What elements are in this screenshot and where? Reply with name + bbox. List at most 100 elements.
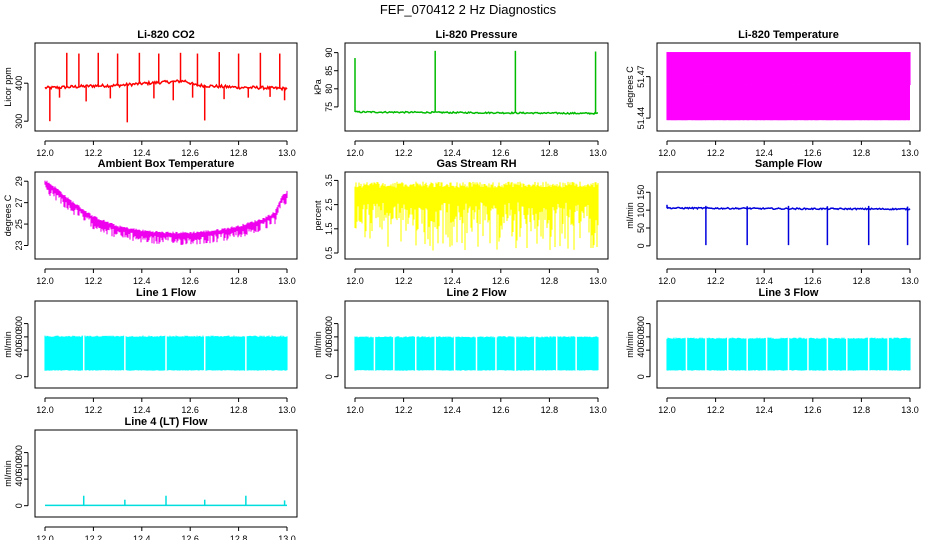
- series-line4_flow: [45, 495, 287, 507]
- x-tick-label: 12.0: [346, 148, 364, 158]
- y-tick-label: 85: [324, 66, 334, 76]
- x-tick-label: 13.0: [589, 276, 607, 286]
- y-tick-label: 400: [14, 472, 24, 487]
- chart-co2: Li-820 CO2 Licor ppm 12.0 12.2 12.4 12.6 12.8 1…: [3, 29, 298, 158]
- y-tick-label: 1.5: [324, 223, 334, 236]
- x-tick-label: 12.8: [230, 405, 248, 415]
- x-tick-label: 12.6: [492, 276, 510, 286]
- plot-frame: [344, 300, 609, 389]
- x-tick-label: 13.0: [901, 405, 919, 415]
- x-tick-label: 12.2: [85, 148, 103, 158]
- chart-title: Line 4 (LT) Flow: [125, 416, 208, 428]
- x-tick-label: 12.2: [395, 276, 413, 286]
- band-floor: [667, 84, 910, 121]
- plot-frame: [34, 300, 298, 389]
- y-tick-label: 80: [324, 84, 334, 94]
- x-tick-label: 13.0: [278, 405, 296, 415]
- plot-frame: [34, 429, 298, 518]
- plot-frame: [656, 171, 921, 260]
- y-tick-label: 800: [636, 316, 646, 331]
- series-box_temp: [44, 180, 288, 246]
- plot-frame: [34, 42, 298, 132]
- chart-title: Gas Stream RH: [436, 158, 516, 170]
- x-tick-label: 12.8: [541, 148, 559, 158]
- chart-line4_flow: Line 4 (LT) Flow ml/min 12.0 12.2 12.4 12.6 12…: [3, 416, 298, 540]
- x-tick-label: 12.2: [707, 405, 725, 415]
- y-tick-label: 25: [14, 219, 24, 229]
- x-tick-label: 12.0: [658, 276, 676, 286]
- y-tick-label: 90: [324, 48, 334, 58]
- x-tick-label: 12.2: [707, 148, 725, 158]
- chart-title: Li-820 Temperature: [738, 29, 839, 41]
- x-tick-label: 12.0: [658, 405, 676, 415]
- y-tick-label: 0: [14, 374, 24, 379]
- x-tick-label: 13.0: [278, 534, 296, 540]
- x-tick-label: 12.6: [492, 148, 510, 158]
- y-tick-label: 150: [636, 185, 646, 200]
- y-tick-label: 600: [636, 329, 646, 344]
- y-tick-label: 400: [14, 343, 24, 358]
- y-axis-label: ml/min: [625, 202, 635, 229]
- y-axis-label: percent: [313, 200, 323, 231]
- x-tick-label: 12.0: [658, 148, 676, 158]
- x-tick-label: 12.6: [804, 148, 822, 158]
- y-tick-label: 800: [14, 445, 24, 460]
- x-tick-label: 12.4: [133, 276, 151, 286]
- x-tick-label: 12.8: [230, 148, 248, 158]
- x-tick-label: 12.8: [853, 276, 871, 286]
- y-axis-label: Licor ppm: [3, 67, 13, 107]
- y-tick-label: 0.5: [324, 247, 334, 260]
- x-tick-label: 13.0: [901, 148, 919, 158]
- x-tick-label: 12.8: [541, 276, 559, 286]
- chart-title: Li-820 Pressure: [436, 29, 518, 41]
- x-tick-label: 13.0: [589, 405, 607, 415]
- plot-frame: [656, 300, 921, 389]
- x-tick-label: 13.0: [589, 148, 607, 158]
- x-tick-label: 12.2: [85, 276, 103, 286]
- chart-rh: Gas Stream RH percent 12.0 12.2 12.4 12.6 12.8…: [313, 158, 609, 286]
- y-tick-label: 29: [14, 176, 24, 186]
- x-tick-label: 12.6: [181, 534, 199, 540]
- x-tick-label: 12.8: [853, 405, 871, 415]
- x-tick-label: 12.0: [346, 405, 364, 415]
- chart-title: Ambient Box Temperature: [98, 158, 235, 170]
- x-tick-label: 12.2: [395, 405, 413, 415]
- series-line2_flow: [354, 336, 599, 371]
- x-tick-label: 12.6: [181, 276, 199, 286]
- x-tick-label: 12.8: [230, 276, 248, 286]
- x-tick-label: 12.6: [804, 276, 822, 286]
- chart-title: Li-820 CO2: [137, 29, 194, 41]
- x-tick-label: 12.6: [492, 405, 510, 415]
- x-tick-label: 13.0: [278, 148, 296, 158]
- x-tick-label: 12.4: [755, 276, 773, 286]
- chart-line3_flow: Line 3 Flow ml/min 12.0 12.2 12.4 12.6 12.8 13.…: [625, 287, 921, 415]
- x-tick-label: 12.4: [443, 148, 461, 158]
- y-tick-label: 800: [324, 316, 334, 331]
- y-axis-label: kPa: [313, 79, 323, 95]
- y-tick-label: 600: [14, 329, 24, 344]
- x-tick-label: 12.4: [443, 276, 461, 286]
- chart-sample_flow: Sample Flow ml/min 12.0 12.2 12.4 12.6 12.8 13.…: [625, 158, 921, 286]
- y-axis-label: ml/min: [3, 331, 13, 358]
- x-tick-label: 12.6: [804, 405, 822, 415]
- y-tick-label: 600: [14, 458, 24, 473]
- chart-pressure: Li-820 Pressure kPa 12.0 12.2 12.4 12.6 12.8 13…: [313, 29, 609, 158]
- x-tick-label: 12.2: [85, 405, 103, 415]
- x-tick-label: 12.2: [707, 276, 725, 286]
- y-tick-label: 400: [636, 343, 646, 358]
- x-tick-label: 12.2: [395, 148, 413, 158]
- x-tick-label: 12.0: [346, 276, 364, 286]
- y-axis-label: ml/min: [625, 331, 635, 358]
- y-tick-label: 400: [14, 76, 24, 91]
- x-tick-label: 12.2: [85, 534, 103, 540]
- chart-title: Line 3 Flow: [759, 287, 819, 299]
- y-axis-label: degrees C: [3, 194, 13, 236]
- figure-title: FEF_070412 2 Hz Diagnostics: [379, 2, 557, 17]
- y-tick-label: 2.5: [324, 198, 334, 211]
- series-rh: [354, 181, 599, 251]
- y-tick-label: 51.44: [636, 107, 646, 130]
- plot-frame: [656, 42, 921, 132]
- y-axis-label: degrees C: [625, 66, 635, 108]
- x-tick-label: 12.0: [36, 534, 54, 540]
